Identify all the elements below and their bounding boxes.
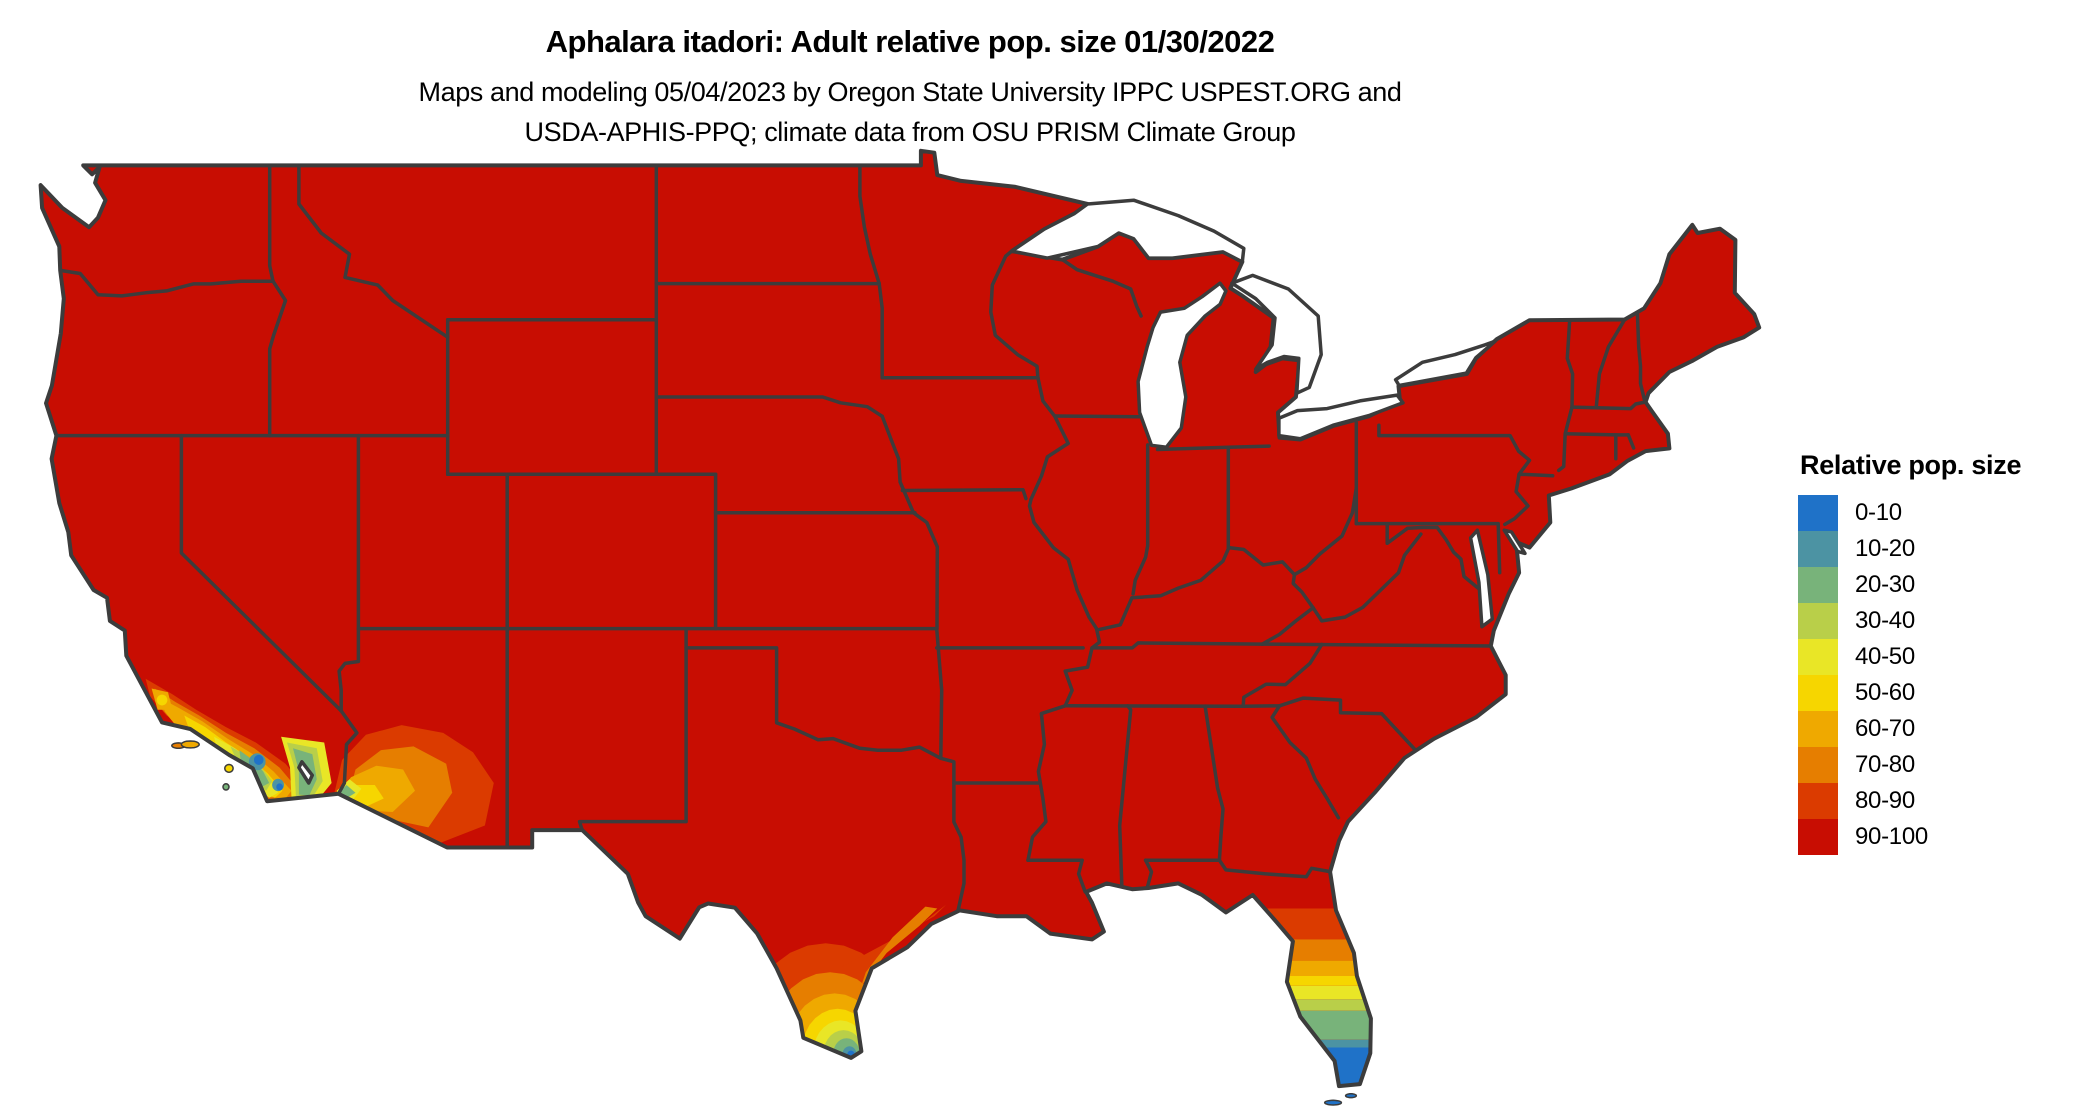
legend-swatch (1798, 567, 1838, 603)
legend-item: 0-10 (1798, 495, 2098, 531)
legend-label: 60-70 (1855, 715, 1915, 742)
legend-item: 10-20 (1798, 531, 2098, 567)
header: Aphalara itadori: Adult relative pop. si… (0, 0, 1820, 152)
legend-title: Relative pop. size (1800, 450, 2022, 480)
legend-swatch (1798, 675, 1838, 711)
legend-swatch (1798, 639, 1838, 675)
legend-label: 40-50 (1855, 643, 1915, 670)
legend-item: 60-70 (1798, 711, 2098, 747)
legend-item: 80-90 (1798, 783, 2098, 819)
subtitle-line-1: Maps and modeling 05/04/2023 by Oregon S… (418, 77, 1402, 107)
legend-label: 0-10 (1855, 499, 1902, 526)
legend-swatch (1798, 603, 1838, 639)
legend-label: 10-20 (1855, 535, 1915, 562)
legend-swatch (1798, 495, 1838, 531)
legend-item: 90-100 (1798, 819, 2098, 855)
legend-label: 80-90 (1855, 787, 1915, 814)
legend-item: 70-80 (1798, 747, 2098, 783)
legend: Relative pop. size 0-10 10-20 20-30 30-40 40… (1798, 450, 2098, 855)
legend-items: 0-10 10-20 20-30 30-40 40-50 50-60 60-70 70-80 8… (1798, 495, 2098, 855)
figure-subtitle: Maps and modeling 05/04/2023 by Oregon S… (0, 72, 1820, 152)
legend-label: 70-80 (1855, 751, 1915, 778)
figure-title: Aphalara itadori: Adult relative pop. si… (545, 24, 1275, 59)
legend-swatch (1798, 747, 1838, 783)
legend-label: 20-30 (1855, 571, 1915, 598)
legend-swatch (1798, 531, 1838, 567)
legend-item: 40-50 (1798, 639, 2098, 675)
legend-label: 50-60 (1855, 679, 1915, 706)
legend-item: 20-30 (1798, 567, 2098, 603)
subtitle-line-2: USDA-APHIS-PPQ; climate data from OSU PR… (524, 117, 1296, 147)
legend-label: 30-40 (1855, 607, 1915, 634)
legend-swatch (1798, 711, 1838, 747)
legend-swatch (1798, 783, 1838, 819)
legend-item: 30-40 (1798, 603, 2098, 639)
legend-label: 90-100 (1855, 823, 1928, 850)
legend-swatch (1798, 819, 1838, 855)
legend-item: 50-60 (1798, 675, 2098, 711)
